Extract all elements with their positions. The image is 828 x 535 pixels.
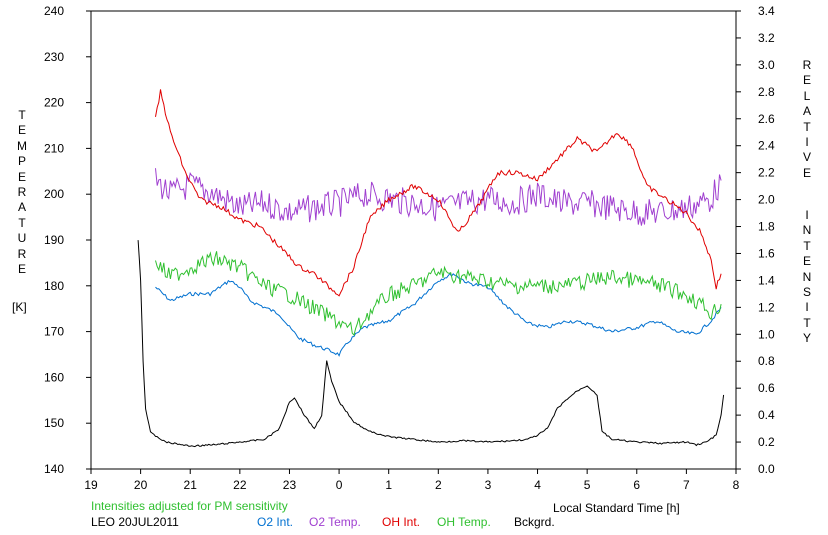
axis-letter: T [803, 315, 811, 330]
left-tick-label: 180 [44, 279, 64, 293]
series-line-0 [155, 272, 722, 357]
right-tick-label: 2.8 [758, 85, 775, 99]
x-tick-label: 5 [584, 478, 591, 492]
right-tick-label: 2.2 [758, 166, 775, 180]
x-tick-label: 6 [633, 478, 640, 492]
right-tick-label: 2.4 [758, 139, 775, 153]
right-tick-label: 2.6 [758, 112, 775, 126]
left-tick-label: 220 [44, 96, 64, 110]
left-tick-label: 210 [44, 141, 64, 155]
right-tick-label: 0.8 [758, 354, 775, 368]
axis-letter: A [17, 200, 26, 215]
left-axis-unit: [K] [12, 300, 27, 314]
axis-letter: I [805, 134, 809, 149]
x-tick-label: 3 [485, 478, 492, 492]
axis-letter: M [17, 138, 27, 153]
axis-letter: I [805, 208, 809, 222]
axis-letter: V [802, 150, 811, 165]
x-tick-label: 1 [385, 478, 392, 492]
axis-letter: E [802, 165, 811, 180]
right-tick-label: 2.0 [758, 193, 775, 207]
right-tick-label: 0.4 [758, 408, 775, 422]
x-axis-label: Local Standard Time [h] [553, 501, 680, 515]
axis-letter: E [802, 254, 811, 269]
left-tick-label: 190 [44, 233, 64, 247]
axis-letter: L [803, 88, 811, 103]
right-tick-label: 1.0 [758, 327, 775, 341]
axis-letter: R [17, 184, 27, 199]
axis-letter: E [17, 123, 26, 138]
legend-oh-int: OH Int. [382, 515, 421, 529]
right-tick-label: 1.8 [758, 220, 775, 234]
x-tick-label: 8 [733, 478, 740, 492]
right-tick-label: 0.0 [758, 462, 775, 476]
left-tick-label: 160 [44, 370, 64, 384]
axis-letter: T [803, 238, 811, 253]
axis-letter: T [18, 108, 26, 122]
left-tick-label: 200 [44, 187, 64, 201]
axis-letter: R [802, 58, 812, 72]
series-lines [137, 89, 725, 448]
axis-letter: E [802, 73, 811, 88]
axis-letter: P [17, 154, 26, 169]
axis-letter: I [805, 300, 809, 315]
legend-oh-temp: OH Temp. [437, 515, 491, 529]
legend-bckgrd: Bckgrd. [514, 515, 555, 529]
series-line-4 [137, 240, 725, 448]
left-tick-label: 230 [44, 50, 64, 64]
right-tick-label: 0.2 [758, 435, 775, 449]
axis-letter: S [802, 284, 811, 299]
left-axis-ticks: 140 150 160 170 180 190 200 210 220 230 240 [44, 4, 91, 476]
sensitivity-note: Intensities adjusted for PM sensitivity [91, 499, 288, 513]
axis-letter: A [802, 104, 811, 119]
legend-o2-temp: O2 Temp. [309, 515, 361, 529]
legend-o2-int: O2 Int. [257, 515, 294, 529]
left-tick-label: 140 [44, 462, 64, 476]
x-axis-ticks: 19 20 21 22 23 0 1 2 3 4 5 6 7 8 [84, 469, 740, 492]
series-line-1 [155, 168, 722, 226]
axis-letter: E [17, 261, 26, 276]
right-tick-label: 3.0 [758, 58, 775, 72]
axis-letter: T [18, 215, 26, 230]
series-line-2 [155, 89, 722, 297]
left-tick-label: 240 [44, 4, 64, 18]
axis-letter: U [17, 231, 27, 246]
right-tick-label: 0.6 [758, 381, 775, 395]
series-line-3 [155, 251, 722, 336]
x-tick-label: 2 [435, 478, 442, 492]
right-tick-label: 1.4 [758, 273, 775, 287]
right-axis-ticks: 0.0 0.2 0.4 0.6 0.8 1.0 1.2 1.4 1.6 1.8 2.0 2.2 2.4 2… [736, 4, 775, 476]
axis-letter: Y [802, 331, 811, 346]
x-tick-label: 23 [283, 478, 297, 492]
right-tick-label: 3.4 [758, 4, 775, 18]
axis-letter: R [17, 246, 27, 261]
x-tick-label: 22 [233, 478, 247, 492]
x-tick-label: 21 [184, 478, 198, 492]
right-tick-label: 1.2 [758, 300, 775, 314]
right-tick-label: 3.2 [758, 31, 775, 45]
left-tick-label: 150 [44, 416, 64, 430]
axis-letter: E [17, 169, 26, 184]
axis-letter: N [802, 223, 812, 238]
x-tick-label: 4 [534, 478, 541, 492]
x-tick-label: 7 [683, 478, 690, 492]
x-tick-label: 19 [84, 478, 98, 492]
station-date: LEO 20JUL2011 [91, 515, 179, 529]
right-tick-label: 1.6 [758, 246, 775, 260]
plot-frame [90, 10, 737, 470]
axis-letter: T [803, 119, 811, 134]
x-tick-label: 20 [134, 478, 148, 492]
x-tick-label: 0 [336, 478, 343, 492]
left-tick-label: 170 [44, 325, 64, 339]
axis-letter: N [802, 269, 812, 284]
